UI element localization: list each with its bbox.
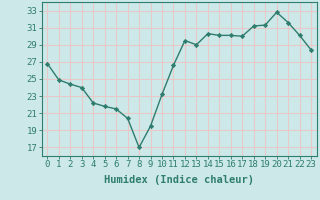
X-axis label: Humidex (Indice chaleur): Humidex (Indice chaleur)	[104, 175, 254, 185]
